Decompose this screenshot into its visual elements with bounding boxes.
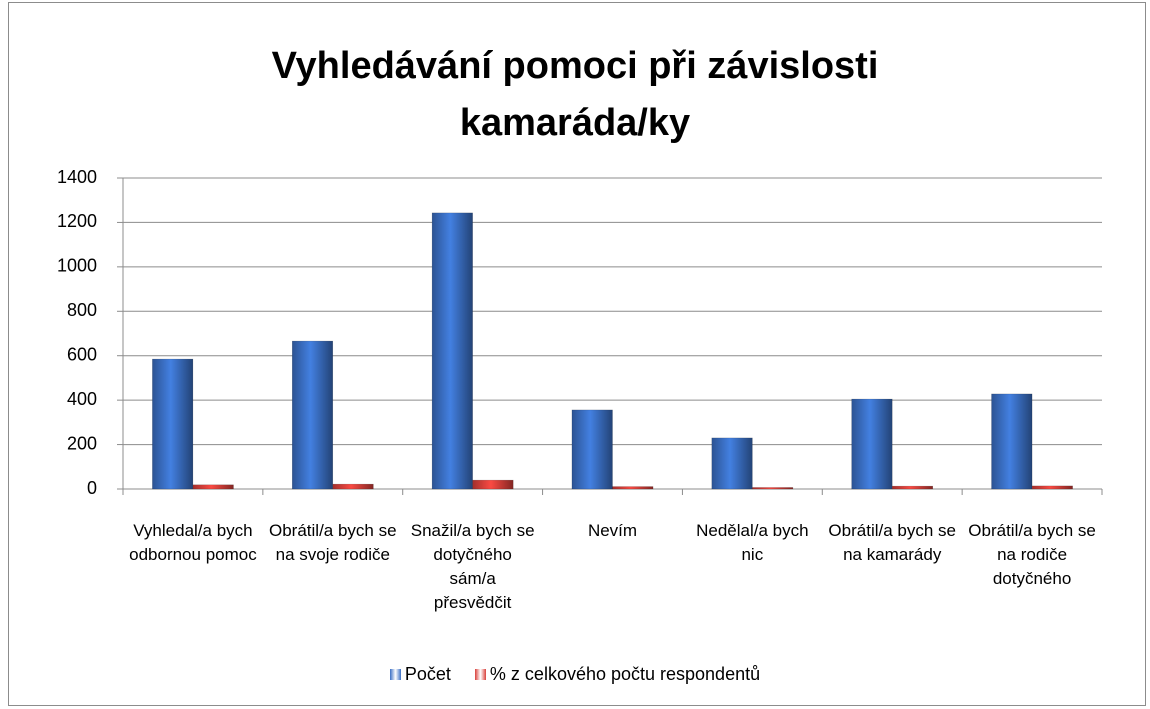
bar xyxy=(332,483,374,490)
y-tick-label: 800 xyxy=(67,300,97,320)
bar xyxy=(1031,485,1073,490)
chart-frame xyxy=(8,2,1146,706)
y-tick-label: 1200 xyxy=(57,211,97,231)
bar xyxy=(431,212,473,490)
y-tick-label: 1000 xyxy=(57,256,97,276)
x-tick-label: Obrátil/a bych se na kamarády xyxy=(828,521,956,564)
x-tick-label: Obrátil/a bych se na svoje rodiče xyxy=(269,521,397,564)
bar xyxy=(152,358,194,490)
legend-item: Počet xyxy=(389,664,451,685)
bar xyxy=(711,437,753,490)
bar xyxy=(851,398,893,490)
legend-label: Počet xyxy=(404,664,451,684)
x-tick-label: Nevím xyxy=(587,521,638,540)
legend-label: % z celkového počtu respondentů xyxy=(489,664,761,684)
x-tick-label: Obrátil/a bych se na rodiče dotyčného xyxy=(968,521,1096,588)
bar xyxy=(891,485,934,490)
y-tick-label: 1400 xyxy=(57,167,97,187)
x-tick-label: Vyhledal/a bych odbornou pomoc xyxy=(129,521,257,564)
legend-swatch xyxy=(389,669,401,680)
legend-swatch xyxy=(474,669,486,680)
bar xyxy=(612,486,654,490)
y-tick-label: 400 xyxy=(67,389,97,409)
bar xyxy=(472,479,514,490)
y-tick-label: 0 xyxy=(87,478,97,498)
bar xyxy=(291,340,334,490)
legend: Počet % z celkového počtu respondentů xyxy=(0,664,1150,685)
y-tick-label: 200 xyxy=(67,433,97,453)
bar xyxy=(991,393,1033,490)
chart-title: Vyhledávání pomoci při závislosti kamará… xyxy=(271,45,879,144)
bar xyxy=(192,484,234,490)
x-tick-label: Nedělal/a bych nic xyxy=(696,521,809,564)
bar xyxy=(571,409,613,490)
x-tick-label: Snažil/a bych se dotyčného sám/a přesvěd… xyxy=(410,521,535,612)
legend-item: % z celkového počtu respondentů xyxy=(474,664,761,685)
bar xyxy=(752,487,794,490)
y-tick-label: 600 xyxy=(67,344,97,364)
